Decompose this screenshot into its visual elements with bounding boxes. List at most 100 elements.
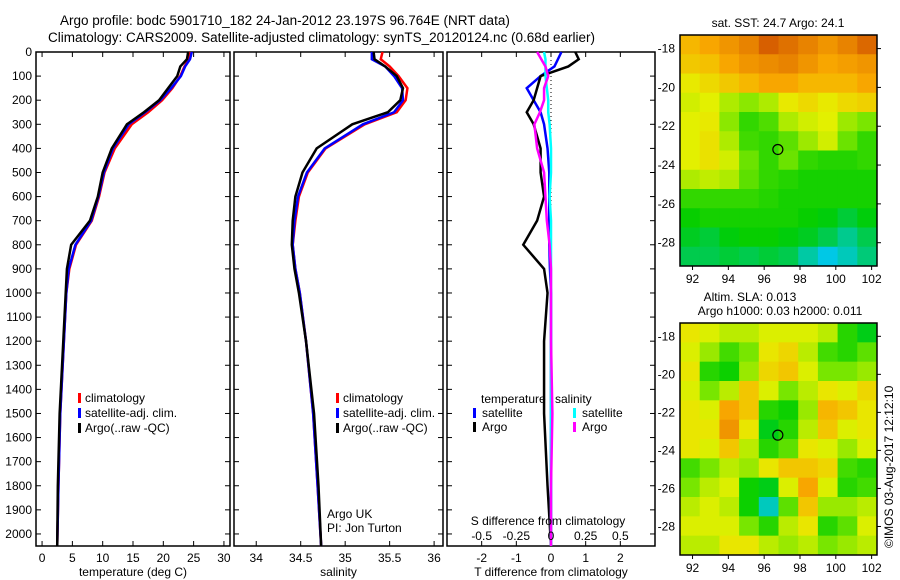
map-cell	[719, 246, 740, 267]
map-cell	[699, 112, 720, 132]
map-cell	[739, 208, 760, 228]
map-cell	[798, 227, 819, 248]
y-tick-label: 2000	[5, 527, 32, 541]
map-cell	[758, 361, 779, 382]
map-cell	[719, 169, 740, 190]
map-cell	[739, 169, 760, 190]
map-cell	[719, 439, 740, 459]
map-cell	[857, 381, 878, 401]
y-tick-label: 1300	[5, 358, 32, 372]
map-cell	[817, 208, 839, 228]
map-cell	[719, 381, 740, 401]
map-cell	[857, 400, 878, 421]
diff-line-3	[533, 51, 554, 546]
x-tick-label: 94	[722, 272, 736, 286]
map-cell	[837, 342, 858, 363]
map-cell	[680, 35, 701, 55]
y-tick-label: 300	[12, 117, 32, 131]
map-cell	[798, 131, 819, 151]
x2-tick-label: -0.25	[503, 529, 531, 543]
map-cell	[699, 35, 720, 55]
map-cell	[699, 419, 720, 440]
map-cell	[739, 400, 760, 421]
map-cell	[699, 92, 720, 113]
map-cell	[857, 208, 878, 228]
x-tick-label: 0	[39, 551, 46, 565]
y-tick-label: 800	[12, 238, 32, 252]
y-tick-label: 1100	[6, 310, 32, 324]
map-cell	[778, 323, 799, 343]
argo-position-marker	[772, 143, 784, 156]
map-cell	[719, 323, 740, 343]
annotation-line-2: PI: Jon Turton	[327, 521, 402, 535]
map-cell	[798, 169, 819, 190]
legend-swatch	[473, 408, 476, 418]
map-cell	[817, 189, 839, 209]
map-cell	[699, 208, 720, 228]
map-cell	[719, 535, 740, 556]
y-tick-label: 100	[12, 69, 32, 83]
x-tick-label: 10	[96, 551, 110, 565]
x-tick-label: -1	[511, 551, 522, 565]
map-cell	[739, 150, 760, 171]
map-cell	[719, 112, 740, 132]
map-cell	[837, 497, 858, 517]
map-cell	[857, 73, 878, 94]
x-tick-label: 34	[250, 551, 264, 565]
map-cell	[837, 458, 858, 479]
map-cell	[758, 342, 779, 363]
map-cell	[739, 131, 760, 151]
map-cell	[719, 227, 740, 248]
map-cell	[680, 73, 701, 94]
map-cell	[699, 400, 720, 421]
map-cell	[758, 92, 779, 113]
legend-swatch	[336, 408, 339, 418]
x-tick-label: 92	[686, 272, 700, 286]
series-line-0	[55, 51, 192, 547]
y-tick-label: -24	[658, 443, 676, 457]
x-tick-label: 98	[793, 272, 807, 286]
map-cell	[758, 208, 779, 228]
map-cell	[758, 516, 779, 537]
map-cell	[778, 131, 799, 151]
map-cell	[699, 439, 720, 459]
map-cell	[837, 535, 858, 556]
x-tick-label: 36	[427, 551, 441, 565]
map-cell	[857, 458, 878, 479]
map-cell	[739, 419, 760, 440]
map-cell	[758, 189, 779, 209]
legend-salinity-title: salinity	[555, 392, 592, 406]
map-cell	[857, 227, 878, 248]
map-cell	[758, 439, 779, 459]
x-tick-label: 35.5	[378, 551, 402, 565]
map-cell	[798, 381, 819, 401]
y-tick-label: -22	[658, 405, 676, 419]
x-tick-label: 34.5	[289, 551, 313, 565]
y-tick-label: -28	[658, 519, 676, 533]
sst-map-title: sat. SST: 24.7 Argo: 24.1	[712, 16, 845, 30]
map-cell	[739, 54, 760, 74]
map-cell	[739, 73, 760, 94]
map-cell	[680, 112, 701, 132]
map-cell	[837, 516, 858, 537]
map-cell	[798, 208, 819, 228]
y-tick-label: 1900	[5, 503, 32, 517]
x-tick-label: -2	[476, 551, 487, 565]
map-cell	[817, 419, 839, 440]
legend-swatch	[573, 408, 576, 418]
map-cell	[837, 323, 858, 343]
map-cell	[798, 323, 819, 343]
map-cell	[699, 246, 720, 267]
y-tick-label: 1800	[5, 479, 32, 493]
legend-swatch	[78, 423, 81, 433]
map-cell	[857, 35, 878, 55]
y-tick-label: -26	[658, 481, 676, 495]
x2-tick-label: 0	[548, 529, 555, 543]
map-cell	[857, 246, 878, 267]
map-cell	[699, 361, 720, 382]
map-cell	[758, 150, 779, 171]
map-cell	[699, 54, 720, 74]
y-tick-label: -18	[658, 329, 676, 343]
map-cell	[699, 150, 720, 171]
map-frame	[679, 322, 878, 556]
